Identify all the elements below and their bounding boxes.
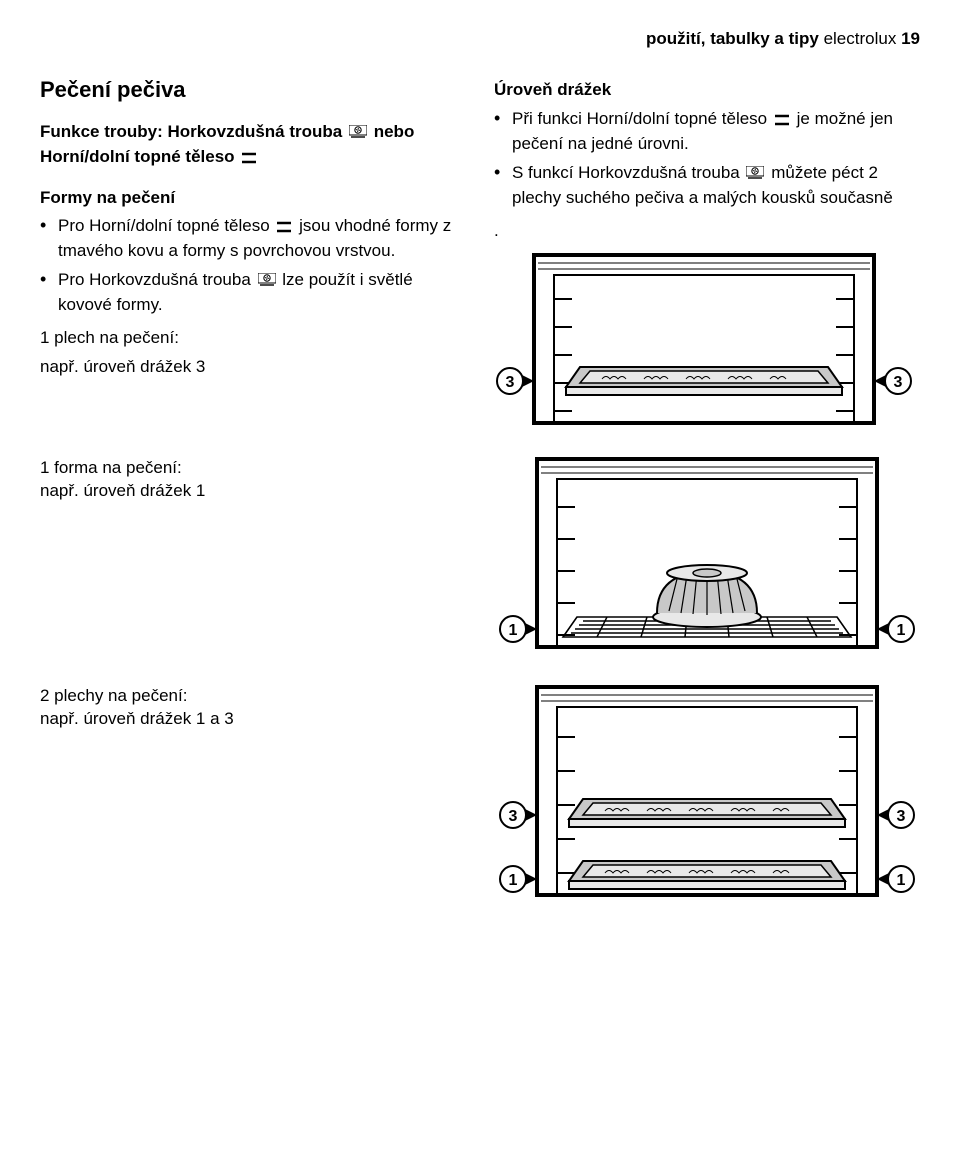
forms-heading: Formy na pečení <box>40 187 466 210</box>
fig1-right-label: 3 <box>894 374 903 391</box>
svg-text:1: 1 <box>897 872 906 889</box>
forms-bullets: Pro Horní/dolní topné těleso jsou vhodné… <box>40 215 466 317</box>
level-bullets: Při funkci Horní/dolní topné těleso je m… <box>494 108 920 210</box>
forms-bullet-2: Pro Horkovzdušná trouba lze použít i svě… <box>40 269 466 317</box>
svg-text:3: 3 <box>509 808 518 825</box>
svg-text:1: 1 <box>509 622 518 639</box>
fig1-left-label: 3 <box>506 374 515 391</box>
forms-bullet-1: Pro Horní/dolní topné těleso jsou vhodné… <box>40 215 466 263</box>
page-title: Pečení pečiva <box>40 75 466 105</box>
figure-2-block: 1 forma na pečení: např. úroveň drážek 1 <box>40 453 920 653</box>
right-column: Úroveň drážek Při funkci Horní/dolní top… <box>494 75 920 435</box>
header-brand: electrolux <box>824 29 897 48</box>
level-heading: Úroveň drážek <box>494 79 920 102</box>
fan-icon <box>746 164 764 187</box>
top-bottom-heat-icon <box>241 148 257 171</box>
svg-text:1: 1 <box>897 622 906 639</box>
plate-line-1: 1 plech na pečení: <box>40 327 466 350</box>
page-header: použití, tabulky a tipy electrolux 19 <box>40 28 920 51</box>
oven-figure-1: 3 3 <box>494 249 920 436</box>
top-bottom-heat-icon <box>276 217 292 240</box>
oven-figure-2: 1 1 <box>494 453 920 653</box>
plate-line-2: např. úroveň drážek 3 <box>40 356 466 379</box>
fan-icon <box>258 271 276 294</box>
top-bottom-heat-icon <box>774 110 790 133</box>
content-columns: Pečení pečiva Funkce trouby: Horkovzdušn… <box>40 75 920 435</box>
fan-icon <box>349 123 367 146</box>
svg-text:3: 3 <box>897 808 906 825</box>
level-bullet-1: Při funkci Horní/dolní topné těleso je m… <box>494 108 920 156</box>
trailing-dot: . <box>494 220 920 243</box>
header-page-number: 19 <box>901 29 920 48</box>
svg-text:1: 1 <box>509 872 518 889</box>
figure-3-block: 2 plechy na pečení: např. úroveň drážek … <box>40 681 920 901</box>
figure-2-caption: 1 forma na pečení: např. úroveň drážek 1 <box>40 453 466 653</box>
function-text-1: Funkce trouby: Horkovzdušná trouba <box>40 122 342 141</box>
header-section: použití, tabulky a tipy <box>646 29 819 48</box>
level-bullet-2: S funkcí Horkovzdušná trouba můžete péct… <box>494 162 920 210</box>
left-column: Pečení pečiva Funkce trouby: Horkovzdušn… <box>40 75 466 435</box>
figure-3-caption: 2 plechy na pečení: např. úroveň drážek … <box>40 681 466 901</box>
function-line: Funkce trouby: Horkovzdušná trouba nebo … <box>40 121 466 171</box>
oven-figure-3: 3 3 1 1 <box>494 681 920 901</box>
